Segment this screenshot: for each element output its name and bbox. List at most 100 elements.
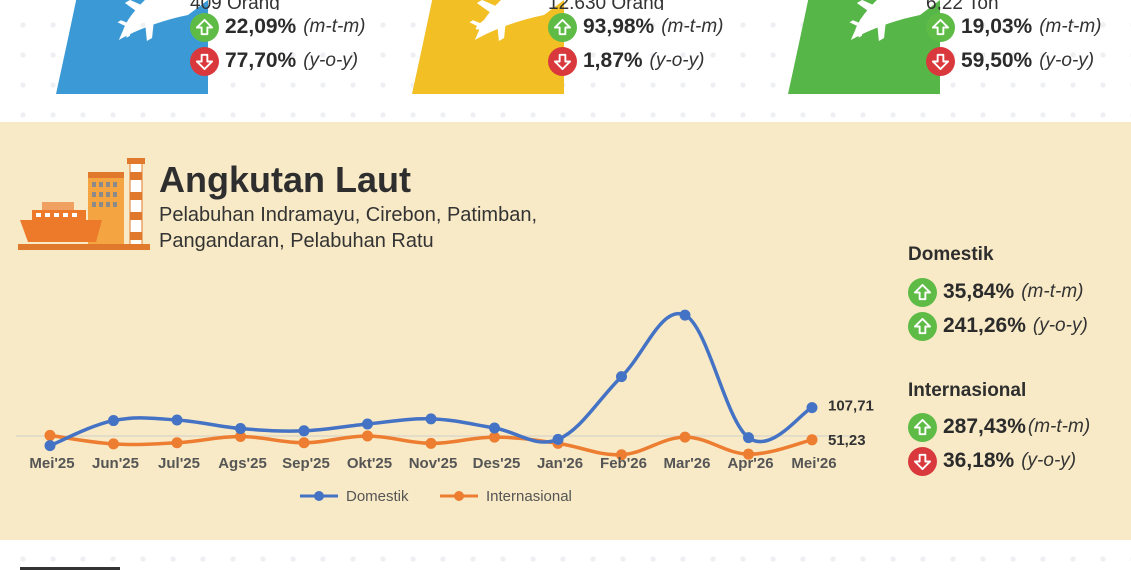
x-tick-label: Apr'26: [727, 455, 773, 472]
data-point-domestik-7: [489, 422, 500, 434]
card-1-stat-mtm: 22,09% (m-t-m): [190, 10, 365, 44]
arrow-up-icon: [926, 12, 955, 42]
domestik-stat-mtm: 35,84% (m-t-m): [908, 275, 1088, 309]
x-tick-label: Sep'25: [282, 455, 330, 472]
data-point-domestik-0: [44, 440, 56, 452]
card-2-plane-icon: [412, 0, 564, 94]
internasional-mtm-label: (m-t-m): [1027, 416, 1091, 437]
air-stats-strip: 409 Orang 22,09% (m-t-m) 77,70% (y-o-y) …: [0, 0, 1131, 122]
data-point-internasional-6: [425, 437, 437, 449]
card-2-stat-mtm: 93,98% (m-t-m): [548, 10, 723, 44]
card-3-yoy-value: 59,50%: [961, 49, 1033, 72]
end-label-domestik: 107,71: [828, 398, 874, 415]
card-3-yoy-label: (y-o-y): [1039, 50, 1095, 71]
card-1-mtm-value: 22,09%: [225, 15, 297, 38]
arrow-down-icon: [908, 446, 937, 476]
domestik-yoy-value: 241,26%: [943, 314, 1026, 337]
sea-line-chart: 107,71 51,23 Mei'25 Jun'25 Jul'25 Ags'25 Sep'2…: [16, 309, 874, 505]
x-tick-label: Des'25: [473, 455, 521, 472]
card-3-count: 6,22 Ton: [926, 0, 1101, 10]
data-point-domestik-1: [108, 415, 119, 427]
card-2-yoy-label: (y-o-y): [649, 50, 705, 71]
arrow-down-icon: [190, 46, 219, 76]
sea-subtitle-line-1: Pelabuhan Indramayu, Cirebon, Patimban,: [159, 204, 538, 226]
dot-pattern: [0, 540, 1131, 570]
data-point-internasional-9: [616, 449, 627, 461]
data-point-domestik-9: [616, 371, 627, 383]
x-tick-label: Jul'25: [158, 455, 200, 472]
end-label-internasional: 51,23: [828, 432, 866, 449]
x-tick-label: Jun'25: [92, 455, 139, 472]
legend-label-domestik: Domestik: [346, 488, 409, 505]
card-3-plane-icon: [788, 0, 940, 94]
domestik-yoy-label: (y-o-y): [1032, 315, 1088, 336]
data-point-internasional-5: [362, 430, 373, 442]
data-point-internasional-0: [44, 429, 56, 441]
series-line-domestik: [48, 311, 814, 448]
group-domestik-stats: 35,84% (m-t-m) 241,26% (y-o-y): [908, 275, 1088, 343]
internasional-stat-yoy: 36,18% (y-o-y): [908, 444, 1090, 478]
arrow-up-icon: [548, 12, 577, 42]
card-3-stat-yoy: 59,50% (y-o-y): [926, 44, 1101, 78]
card-1-plane-shape: [48, 0, 208, 94]
data-point-internasional-10: [679, 431, 691, 443]
card-2-mtm-value: 93,98%: [583, 15, 655, 38]
data-point-domestik-4: [298, 425, 310, 437]
data-point-internasional-11: [743, 448, 754, 460]
card-2-plane-shape: [404, 0, 564, 94]
x-tick-label: Mei'25: [29, 455, 74, 472]
legend-label-internasional: Internasional: [486, 488, 572, 505]
group-internasional-title: Internasional: [908, 380, 1027, 401]
sea-subtitle: Pelabuhan Indramayu, Cirebon, Patimban, …: [159, 202, 537, 254]
domestik-stat-yoy: 241,26% (y-o-y): [908, 309, 1088, 343]
ship-harbor-icon: [18, 158, 150, 250]
card-2-mtm-label: (m-t-m): [661, 16, 724, 37]
card-1-stats: 409 Orang 22,09% (m-t-m) 77,70% (y-o-y): [190, 0, 365, 78]
data-point-internasional-4: [298, 437, 310, 449]
data-point-domestik-10: [679, 309, 691, 321]
data-point-domestik-5: [362, 418, 373, 430]
card-1-mtm-label: (m-t-m): [303, 16, 366, 37]
arrow-up-icon: [908, 311, 937, 341]
card-2-stat-yoy: 1,87% (y-o-y): [548, 44, 723, 78]
x-tick-label: Ags'25: [218, 455, 267, 472]
group-internasional-stats: 287,43% (m-t-m) 36,18% (y-o-y): [908, 410, 1090, 478]
x-tick-label: Mei'26: [791, 455, 836, 472]
internasional-stat-mtm: 287,43% (m-t-m): [908, 410, 1090, 444]
domestik-mtm-label: (m-t-m): [1021, 281, 1084, 302]
arrow-up-icon: [190, 12, 219, 42]
data-point-internasional-1: [108, 438, 119, 450]
domestik-mtm-value: 35,84%: [943, 280, 1015, 303]
arrow-up-icon: [908, 412, 937, 442]
sea-title: Angkutan Laut: [159, 159, 411, 200]
data-point-domestik-11: [743, 432, 754, 444]
data-point-domestik-8: [552, 433, 564, 445]
card-1-plane-icon: [56, 0, 208, 94]
data-point-internasional-7: [489, 431, 500, 443]
internasional-mtm-value: 287,43%: [943, 415, 1026, 438]
data-point-domestik-2: [171, 414, 183, 426]
x-tick-label: Okt'25: [347, 455, 392, 472]
x-tick-label: Mar'26: [664, 455, 711, 472]
arrow-down-icon: [548, 46, 577, 76]
sea-subtitle-line-2: Pangandaran, Pelabuhan Ratu: [159, 230, 434, 252]
card-1-count: 409 Orang: [190, 0, 365, 10]
x-tick-label: Jan'26: [537, 455, 583, 472]
arrow-down-icon: [926, 46, 955, 76]
data-point-internasional-2: [171, 437, 183, 449]
card-2-stats: 12.630 Orang 93,98% (m-t-m) 1,87% (y-o-y…: [548, 0, 723, 78]
card-3-plane-shape: [780, 0, 940, 94]
data-point-internasional-12: [806, 434, 818, 446]
card-1-yoy-label: (y-o-y): [303, 50, 359, 71]
card-1-yoy-value: 77,70%: [225, 49, 297, 72]
card-3-stat-mtm: 19,03% (m-t-m): [926, 10, 1101, 44]
data-point-domestik-12: [806, 402, 818, 414]
internasional-yoy-label: (y-o-y): [1021, 450, 1077, 471]
logo-fragment: [20, 567, 120, 570]
data-point-internasional-3: [235, 431, 246, 443]
card-1-stat-yoy: 77,70% (y-o-y): [190, 44, 365, 78]
bottom-strip: [0, 540, 1131, 570]
card-3-mtm-value: 19,03%: [961, 15, 1033, 38]
legend-marker-internasional: [454, 491, 464, 501]
group-domestik-title: Domestik: [908, 244, 994, 265]
